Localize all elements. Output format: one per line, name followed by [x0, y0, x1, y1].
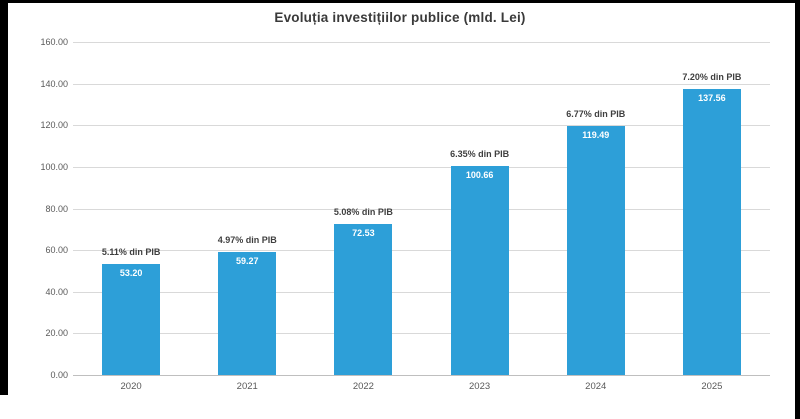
bar-2022 — [334, 224, 393, 375]
gridline — [73, 42, 770, 43]
y-axis-tick-label: 0.00 — [50, 370, 68, 380]
pib-annotation: 5.11% din PIB — [101, 247, 161, 258]
frame-border-top — [0, 0, 800, 3]
y-axis-tick-label: 60.00 — [45, 245, 68, 256]
pib-annotation: 5.08% din PIB — [333, 207, 393, 218]
x-axis-tick-label: 2023 — [469, 381, 491, 392]
y-axis-tick-label: 100.00 — [40, 161, 68, 172]
pib-annotation: 6.77% din PIB — [566, 109, 626, 120]
gridline — [73, 125, 770, 127]
x-axis-tick-label: 2022 — [352, 381, 374, 392]
x-axis-tick-label: 2021 — [236, 381, 258, 392]
y-axis-tick-label: 80.00 — [45, 203, 68, 214]
bar-value-label: 100.66 — [465, 169, 494, 180]
y-axis-tick-label: 160.00 — [40, 37, 68, 47]
gridline — [73, 208, 770, 210]
bar-2021 — [218, 251, 277, 375]
x-axis-tick-label: 2020 — [120, 381, 142, 392]
bar-value-label: 53.20 — [119, 268, 143, 279]
gridline — [73, 250, 770, 252]
bar-value-label: 137.56 — [698, 92, 726, 103]
frame-border-right — [795, 0, 800, 419]
bar-value-label: 59.27 — [235, 255, 259, 266]
pib-annotation: 4.97% din PIB — [217, 234, 277, 245]
gridline — [73, 375, 770, 376]
gridline — [73, 83, 770, 85]
pib-annotation: 6.35% din PIB — [450, 148, 510, 159]
x-axis-tick-label: 2025 — [701, 381, 723, 392]
gridline — [73, 333, 770, 335]
bar-value-label: 119.49 — [582, 130, 610, 141]
y-axis-tick-label: 120.00 — [40, 120, 68, 131]
bar-2025 — [682, 88, 741, 375]
gridline — [73, 166, 770, 168]
y-axis-tick-label: 40.00 — [45, 286, 68, 297]
bar-2024 — [566, 126, 625, 375]
chart-title: Evoluția investițiilor publice (mld. Lei… — [274, 10, 526, 25]
bar-value-label: 72.53 — [352, 228, 375, 239]
bar-2020 — [102, 264, 161, 375]
x-axis-tick-label: 2024 — [585, 381, 607, 392]
gridline — [73, 291, 770, 293]
y-axis-tick-label: 140.00 — [40, 78, 68, 89]
pib-annotation: 7.20% din PIB — [682, 71, 742, 82]
y-axis-tick-label: 20.00 — [45, 328, 68, 339]
bar-2023 — [450, 165, 509, 375]
frame-border-left — [0, 0, 8, 395]
